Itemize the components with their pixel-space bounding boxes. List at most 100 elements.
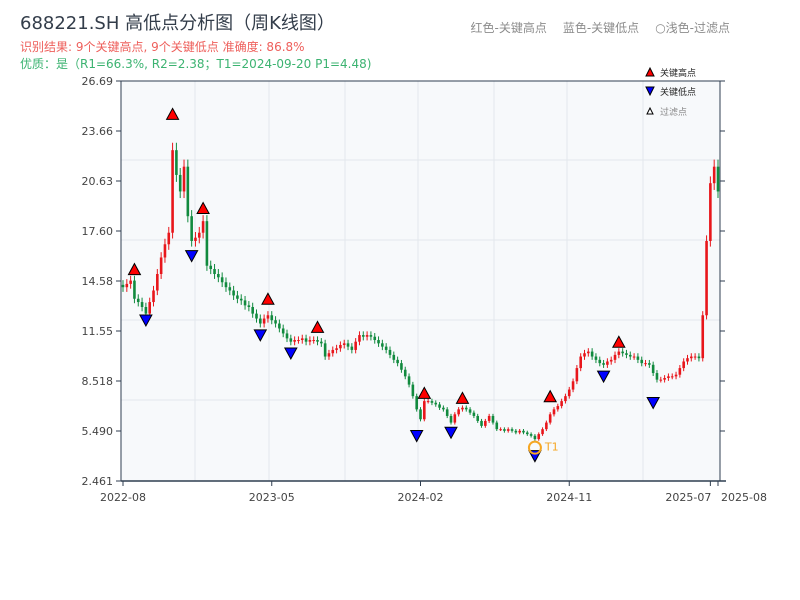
candle-body bbox=[518, 430, 521, 433]
candle-body bbox=[232, 290, 235, 296]
legend-filtered-label: 过滤点 bbox=[660, 106, 687, 118]
key-high-marker bbox=[165, 107, 180, 120]
candle-body bbox=[297, 340, 300, 342]
candle-body bbox=[625, 353, 628, 355]
key-low-marker bbox=[646, 397, 661, 410]
key-high-marker bbox=[127, 262, 142, 276]
candle-body bbox=[602, 363, 605, 365]
candle-body bbox=[339, 344, 342, 349]
candle-body bbox=[480, 420, 483, 426]
candle-body bbox=[663, 377, 666, 380]
candle-body bbox=[186, 166, 190, 217]
candle-body bbox=[331, 349, 335, 354]
candle-body bbox=[289, 338, 293, 342]
candle-body bbox=[426, 401, 430, 403]
y-tick-label: 23.66 bbox=[82, 125, 114, 138]
candle-body bbox=[178, 174, 182, 192]
candle-body bbox=[148, 302, 151, 314]
candle-body bbox=[129, 280, 132, 284]
candle-body bbox=[499, 429, 502, 431]
candle-body bbox=[205, 221, 209, 266]
candle-body bbox=[201, 221, 205, 233]
candle-body bbox=[239, 298, 243, 301]
key-high-marker bbox=[310, 320, 325, 333]
candle-body bbox=[537, 434, 541, 440]
candle-body bbox=[190, 216, 193, 241]
candle-body bbox=[213, 269, 216, 274]
candle-body bbox=[396, 359, 399, 364]
candle-body bbox=[491, 415, 495, 423]
candle-body bbox=[270, 315, 274, 321]
key-low-marker bbox=[409, 430, 424, 443]
candle-body bbox=[438, 404, 441, 408]
candle-body bbox=[598, 359, 602, 364]
candle-body bbox=[621, 351, 624, 354]
candle-body bbox=[556, 406, 560, 410]
candle-body bbox=[266, 315, 270, 319]
candle-body bbox=[300, 338, 304, 341]
candle-body bbox=[255, 313, 258, 319]
candle-body bbox=[686, 358, 689, 362]
candle-body bbox=[415, 396, 418, 410]
candle-body bbox=[712, 166, 716, 184]
candle-body bbox=[243, 300, 247, 306]
candle-body bbox=[705, 240, 708, 316]
candle-body bbox=[670, 376, 674, 378]
candle-body bbox=[442, 407, 445, 410]
candle-body bbox=[495, 422, 499, 430]
key-high-marker bbox=[417, 386, 432, 399]
candle-body bbox=[445, 409, 449, 416]
candle-body bbox=[476, 415, 480, 421]
key-high-marker bbox=[455, 391, 470, 404]
t1-label: T1 bbox=[544, 441, 559, 454]
candle-body bbox=[316, 340, 319, 342]
candle-body bbox=[571, 381, 575, 390]
candle-body bbox=[419, 409, 422, 420]
candle-body bbox=[594, 356, 598, 360]
candle-body bbox=[606, 361, 609, 365]
key-high-marker bbox=[261, 292, 275, 305]
key-low-marker bbox=[253, 329, 268, 342]
candle-body bbox=[342, 343, 346, 345]
candle-body bbox=[335, 348, 338, 350]
candle-body bbox=[407, 376, 411, 385]
candle-body bbox=[693, 356, 697, 358]
candle-body bbox=[423, 401, 426, 420]
candle-body bbox=[522, 430, 525, 433]
candle-body bbox=[659, 379, 663, 381]
candle-body bbox=[533, 435, 537, 440]
candle-body bbox=[156, 273, 159, 291]
candle-body bbox=[552, 409, 556, 415]
candle-body bbox=[140, 302, 144, 308]
candle-body bbox=[503, 429, 506, 431]
candle-body bbox=[312, 340, 316, 342]
candle-body bbox=[560, 401, 563, 407]
x-tick-label: 2025-08 bbox=[721, 491, 767, 504]
candle-body bbox=[293, 340, 296, 342]
candle-body bbox=[384, 346, 388, 350]
candle-body bbox=[285, 333, 289, 339]
legend-low-label: 关键低点 bbox=[660, 86, 696, 98]
key-high-marker bbox=[196, 201, 210, 215]
candle-body bbox=[400, 363, 403, 370]
candle-body bbox=[274, 320, 277, 324]
x-tick-label: 2024-02 bbox=[398, 491, 444, 504]
candle-body bbox=[674, 374, 678, 377]
candle-body bbox=[548, 414, 552, 423]
y-tick-label: 5.490 bbox=[82, 425, 114, 438]
candle-body bbox=[133, 280, 136, 299]
candle-body bbox=[709, 183, 712, 241]
candle-body bbox=[461, 407, 464, 410]
candle-body bbox=[453, 414, 457, 423]
candle-body bbox=[651, 364, 655, 374]
candle-body bbox=[667, 376, 670, 378]
y-tick-label: 20.63 bbox=[82, 175, 114, 188]
candle-body bbox=[510, 429, 514, 431]
candle-body bbox=[377, 340, 380, 344]
candle-body bbox=[545, 422, 548, 430]
x-tick-label: 2025-07 bbox=[665, 491, 711, 504]
legend-high-icon bbox=[645, 66, 655, 77]
quality-summary: 优质：是（R1=66.3%, R2=2.38；T1=2024-09-20 P1=… bbox=[20, 57, 372, 71]
candle-body bbox=[514, 430, 518, 433]
